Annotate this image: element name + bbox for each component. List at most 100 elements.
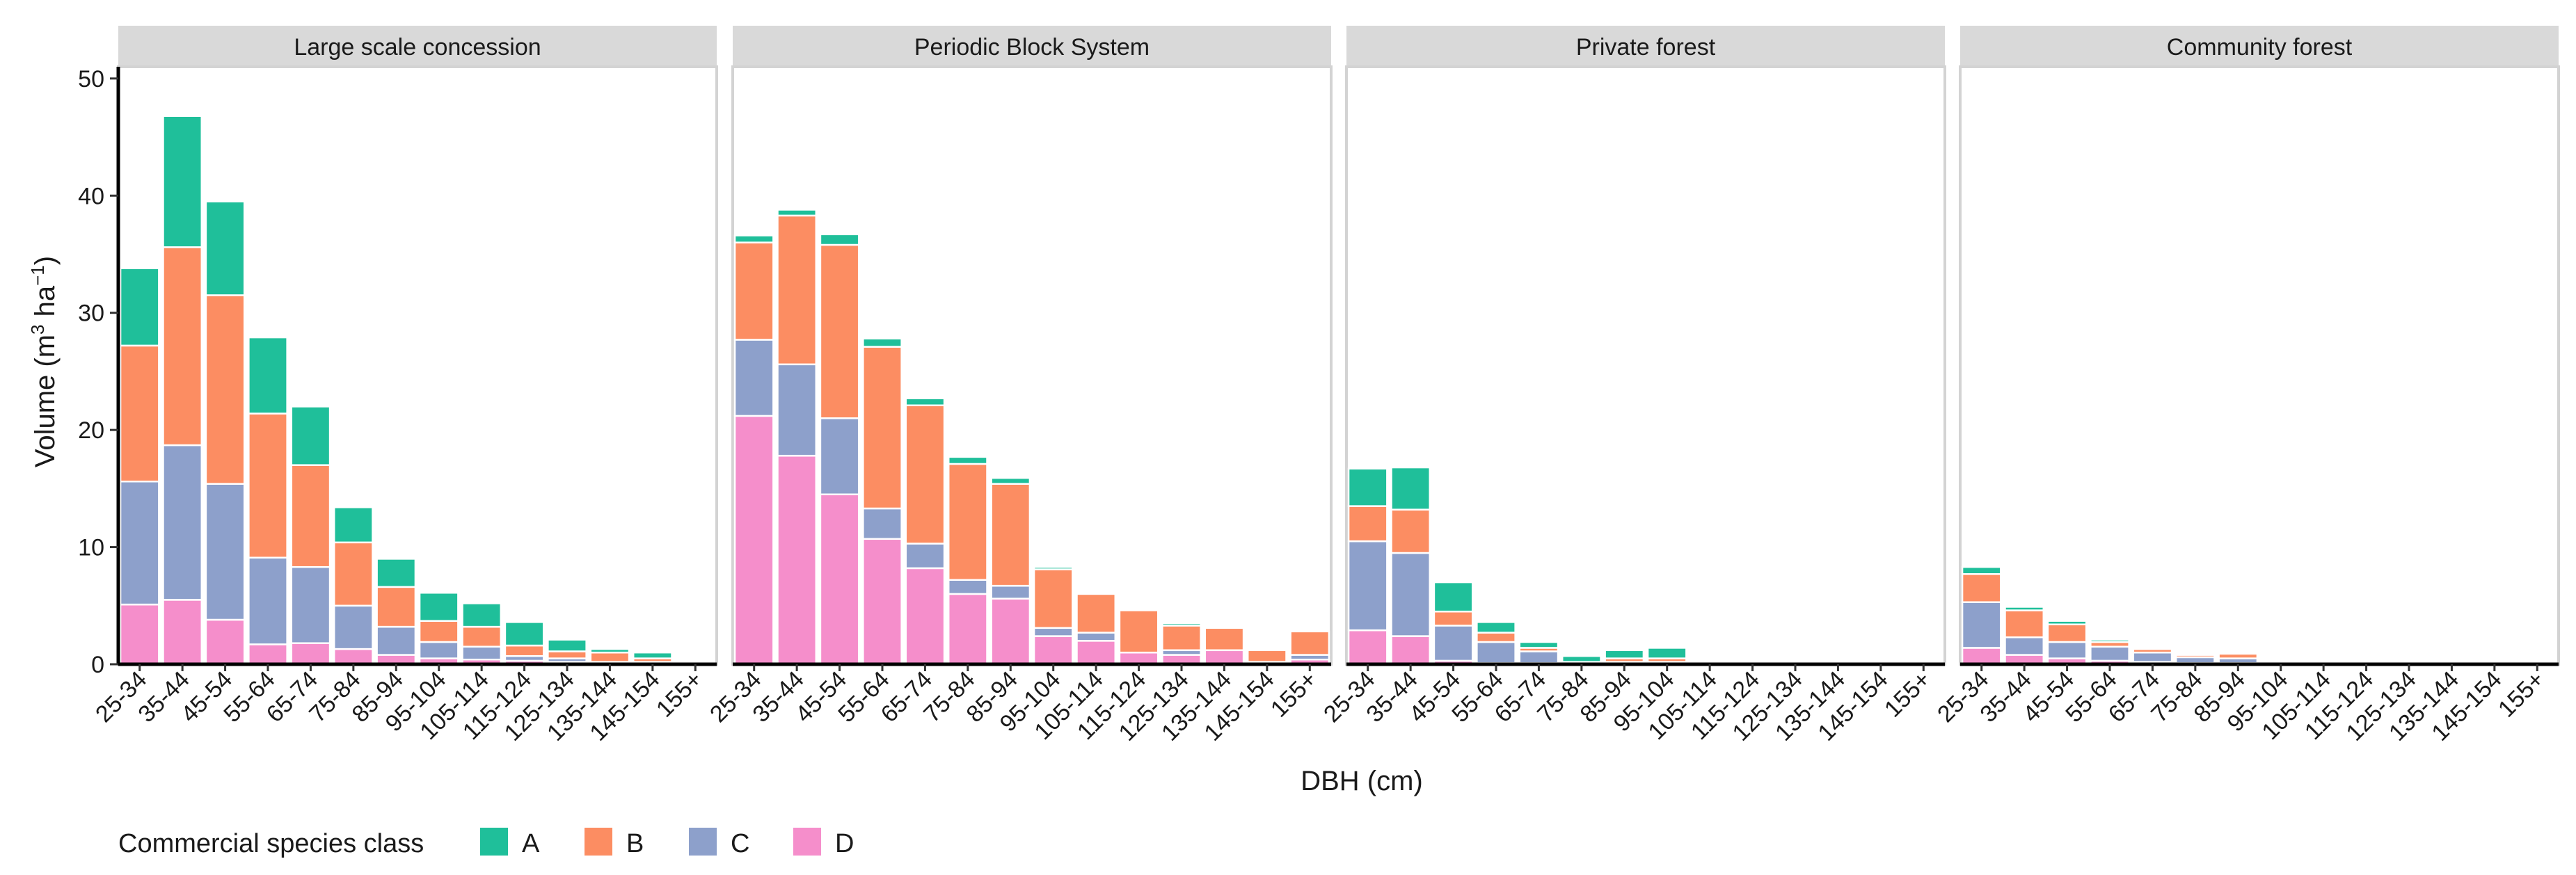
- bar-segment-b: [119, 344, 160, 483]
- bar-segment-a: [1646, 647, 1687, 659]
- x-axis-title: DBH (cm): [1301, 766, 1423, 796]
- bar-segment-a: [119, 267, 160, 347]
- panel-background: [1959, 65, 2560, 666]
- bar-segment-a: [2046, 620, 2088, 625]
- x-tick-label: 155+: [2493, 666, 2550, 723]
- bar-segment-c: [461, 645, 502, 661]
- bar-segment-b: [1033, 568, 1074, 629]
- bar-segment-c: [248, 556, 288, 645]
- bar-segment-d: [1118, 651, 1159, 666]
- bar-segment-a: [1390, 466, 1431, 511]
- bar-segment-c: [777, 363, 818, 457]
- bar-segment-a: [1561, 655, 1602, 663]
- bar-segment-b: [2046, 623, 2088, 643]
- bar-segment-a: [2218, 651, 2259, 655]
- bar-segment-b: [1118, 609, 1159, 654]
- bar-segment-a: [1433, 581, 1474, 613]
- bar-segment-a: [376, 558, 417, 588]
- bar-segment-a: [733, 234, 774, 243]
- bar-segment-a: [947, 456, 988, 465]
- bar-segment-d: [733, 415, 774, 666]
- bar-segment-d: [1076, 640, 1117, 666]
- bar-segment-c: [990, 584, 1031, 600]
- bar-segment-c: [162, 444, 203, 601]
- x-tick-label: 155+: [1266, 666, 1322, 723]
- bar-segment-b: [504, 644, 545, 657]
- bar-segment-a: [1961, 565, 2002, 575]
- bar-segment-a: [547, 639, 587, 652]
- bar-segment-a: [589, 648, 630, 654]
- facet-strip: [118, 26, 717, 67]
- legend-key-b: [585, 828, 612, 856]
- panel-2: Periodic Block System: [731, 26, 1333, 666]
- bar-segment-c: [333, 604, 374, 650]
- legend-title: Commercial species class: [118, 829, 424, 858]
- bar-segment-d: [290, 642, 331, 666]
- bar-segment-b: [461, 625, 502, 648]
- bar-segment-a: [418, 592, 459, 622]
- bar-segment-c: [1433, 625, 1474, 662]
- legend-label-d: D: [835, 829, 854, 858]
- bar-segment-b: [376, 586, 417, 628]
- x-tick-label: 155+: [651, 666, 708, 723]
- bar-segment-a: [205, 200, 246, 296]
- y-axis-title: Volume (m3 ha−1): [27, 256, 61, 467]
- bar-segment-d: [1204, 649, 1245, 666]
- legend: Commercial species class A B C D: [118, 828, 854, 858]
- bar-segment-c: [2090, 645, 2130, 662]
- bar-segment-a: [1604, 649, 1645, 659]
- bar-segment-b: [1961, 573, 2002, 603]
- bar-segment-a: [1033, 565, 1074, 570]
- bar-segment-c: [819, 417, 860, 496]
- y-tick-label: 10: [78, 535, 104, 561]
- y-tick-label: 40: [78, 183, 104, 209]
- bar-segment-c: [418, 641, 459, 659]
- bar-segment-a: [862, 337, 903, 348]
- legend-label-b: B: [626, 829, 644, 858]
- y-tick-label: 0: [91, 652, 104, 678]
- bar-segment-a: [504, 621, 545, 647]
- bar-segment-a: [905, 397, 946, 407]
- bar-segment-b: [947, 463, 988, 581]
- bar-segment-d: [862, 538, 903, 666]
- bar-segment-a: [1518, 641, 1559, 649]
- y-tick-label: 20: [78, 417, 104, 444]
- bar-segment-d: [819, 493, 860, 666]
- bar-segment-b: [418, 620, 459, 643]
- bar-segment-c: [1033, 627, 1074, 637]
- bar-segment-c: [205, 483, 246, 621]
- bar-segment-c: [1476, 641, 1516, 664]
- facet-strip-label: Private forest: [1576, 34, 1716, 61]
- bar-segment-c: [2175, 656, 2216, 664]
- bar-segment-b: [1161, 625, 1202, 652]
- bar-segment-d: [162, 599, 203, 666]
- bar-segment-c: [947, 579, 988, 595]
- bar-segment-a: [461, 602, 502, 628]
- bar-segment-b: [733, 241, 774, 341]
- panel-1: Large scale concession: [117, 26, 718, 666]
- y-tick-label: 30: [78, 300, 104, 327]
- bar-segment-a: [990, 476, 1031, 485]
- bar-segment-b: [1204, 627, 1245, 652]
- bar-segment-a: [2175, 652, 2216, 656]
- bar-segment-b: [1076, 593, 1117, 634]
- bar-segment-d: [947, 593, 988, 666]
- panel-3: Private forest: [1345, 26, 1946, 666]
- bar-segment-d: [333, 648, 374, 666]
- bar-segment-b: [862, 346, 903, 510]
- panel-background: [1345, 65, 1946, 666]
- bar-segment-b: [905, 404, 946, 545]
- bar-segment-c: [1390, 552, 1431, 637]
- bar-segment-b: [1289, 630, 1330, 656]
- x-tick-label: 155+: [1879, 666, 1936, 723]
- bar-segment-a: [2132, 647, 2173, 650]
- bar-segment-b: [333, 541, 374, 607]
- bar-segment-b: [777, 214, 818, 366]
- bar-segment-a: [1347, 467, 1388, 507]
- legend-label-c: C: [731, 829, 749, 858]
- bar-segment-c: [119, 480, 160, 606]
- bar-segment-b: [248, 412, 288, 559]
- bar-segment-a: [819, 233, 860, 246]
- bar-segment-d: [205, 618, 246, 666]
- bar-segment-b: [1246, 649, 1287, 663]
